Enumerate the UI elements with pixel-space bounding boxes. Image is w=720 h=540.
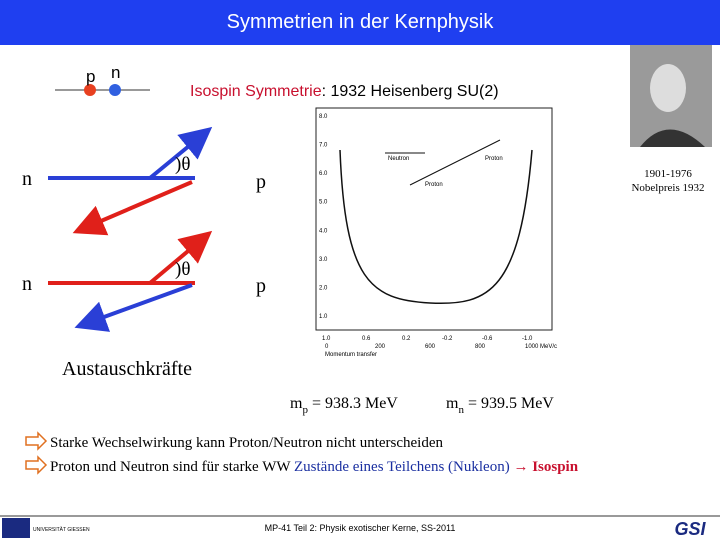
y-tick-label: 1.0 [319, 314, 328, 320]
n-left: n [22, 273, 32, 295]
neutron-arrow [74, 283, 193, 332]
m: m [446, 395, 459, 412]
n-label: n [111, 63, 120, 82]
subtitle-red: Isospin Symmetrie [190, 83, 322, 100]
portrait-body [640, 129, 705, 147]
m: m [290, 395, 303, 412]
proton-dot [84, 84, 96, 96]
bullet-red: → Isospin [513, 459, 578, 475]
proton-arrow [148, 230, 213, 285]
value: = 939.5 MeV [464, 395, 554, 412]
p-label: p [86, 67, 95, 86]
x-tick-label: -1.0 [522, 336, 533, 342]
p-right: p [256, 171, 266, 193]
proton-line [409, 139, 501, 186]
title: Symmetrien in der Kernphysik [227, 11, 495, 33]
x-tick-label: 800 [475, 344, 486, 350]
plot-frame [315, 107, 553, 331]
y-tick-label: 7.0 [319, 143, 328, 149]
x-tick-label: -0.2 [442, 336, 453, 342]
angle: )θ [175, 154, 190, 175]
x-tick-label: 0.2 [402, 336, 411, 342]
portrait-years: 1901-1976 [644, 168, 692, 180]
portrait-face [650, 64, 686, 112]
mass-p: mp = 938.3 MeV [290, 395, 398, 416]
bullet: Proton und Neutron sind für starke WW Zu… [50, 459, 579, 475]
curve-proton: Proton [425, 182, 443, 188]
neutron-dot [109, 84, 121, 96]
bullet: Starke Wechselwirkung kann Proton/Neutro… [50, 435, 444, 451]
x-label: Momentum transfer [325, 352, 377, 358]
y-tick-label: 5.0 [319, 200, 328, 206]
x-tick-label: 1.0 [322, 336, 331, 342]
y-tick-label: 2.0 [319, 285, 328, 291]
p-right: p [256, 275, 266, 297]
bullet-text: Proton und Neutron sind für starke WW [50, 459, 294, 475]
footer-text: MP-41 Teil 2: Physik exotischer Kerne, S… [265, 523, 456, 533]
header-bar [0, 0, 720, 45]
caption: Austauschkräfte [62, 358, 192, 380]
y-tick-label: 8.0 [319, 114, 328, 120]
cross-section-curve [339, 149, 533, 305]
y-tick-label: 3.0 [319, 257, 328, 263]
portrait-prize: Nobelpreis 1932 [631, 182, 704, 194]
x-tick-label: 0.6 [362, 336, 371, 342]
sub: n [458, 404, 464, 416]
logo-right: GSI [674, 519, 706, 539]
subtitle: Isospin Symmetrie: 1932 Heisenberg SU(2) [190, 83, 499, 100]
bullet-arrow [25, 455, 48, 475]
logo-left: UNIVERSITÄT GIESSEN [33, 526, 90, 533]
x-tick-label: 200 [375, 344, 386, 350]
x-tick-label: 600 [425, 344, 436, 350]
subtitle-black: : 1932 Heisenberg SU(2) [322, 83, 499, 100]
y-tick-label: 4.0 [319, 228, 328, 234]
proton-arrow [72, 180, 193, 236]
x-tick-label: 1000 MeV/c [525, 344, 557, 350]
bullet-blue: Zustände eines Teilchens (Nukleon) [294, 459, 513, 475]
x-tick-label: -0.6 [482, 336, 493, 342]
legend-proton: Proton [485, 156, 503, 162]
n-left: n [22, 168, 32, 190]
logo-left-mark [2, 518, 30, 538]
plot-image: Neutron Proton Proton Momentum transfer … [315, 107, 557, 358]
sub: p [302, 404, 308, 416]
x-tick-label: 0 [325, 344, 329, 350]
mass-n: mn = 939.5 MeV [446, 395, 554, 416]
angle: )θ [175, 259, 190, 280]
value: = 938.3 MeV [308, 395, 398, 412]
y-tick-label: 6.0 [319, 171, 328, 177]
neutron-arrow [148, 126, 213, 180]
bullet-arrow [25, 431, 48, 451]
legend-neutron: Neutron [388, 156, 409, 162]
